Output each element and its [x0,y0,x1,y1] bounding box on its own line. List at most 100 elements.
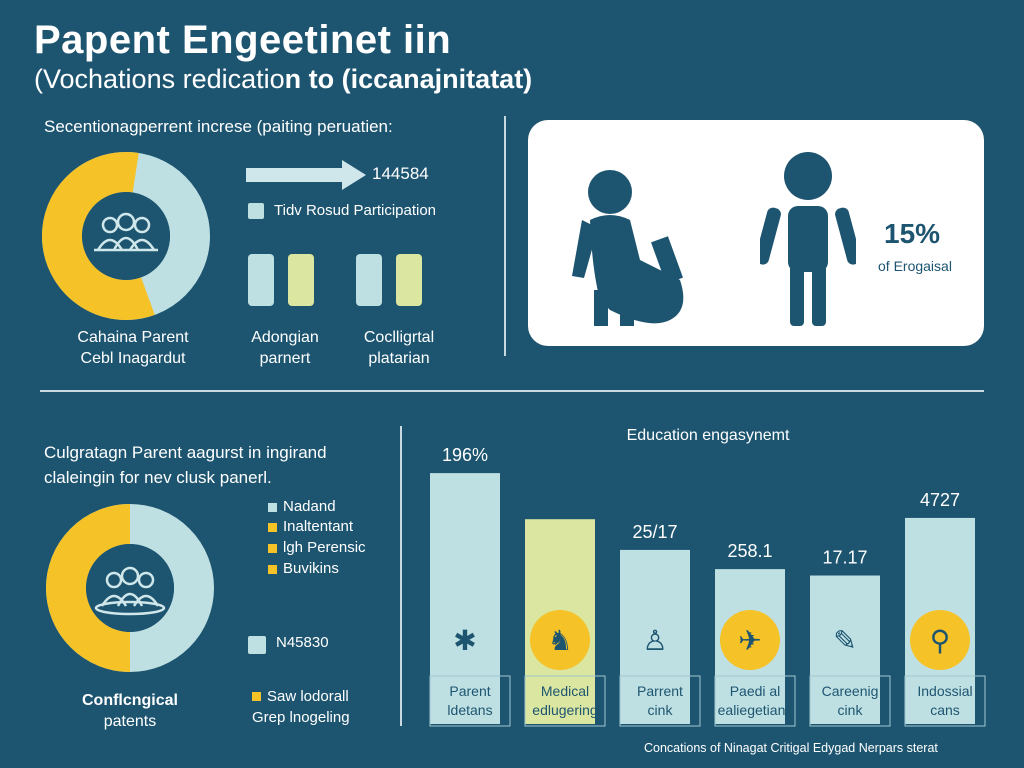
walking-person-icon: ♙ [642,624,667,657]
group-people-icon [94,566,166,616]
group1-box-blue [248,254,274,306]
legend2-label-3: lgh Perensic [283,539,366,556]
bar-value-label-3: 25/17 [632,522,677,542]
standing-person-icon [760,152,856,326]
subtitle-part-b: n to (iccanajnitatat) [284,64,533,94]
section2-donut [46,504,214,672]
section2-heading: Culgratagn Parent aagurst in ingirand cl… [44,440,327,490]
category-label-4-line-2: ealiegetians [718,702,793,718]
seated-person-icon [572,170,684,326]
note-line1: Saw lodorall [252,686,350,707]
group-people-icon [94,212,158,252]
donut2-caption-line1: Conflcngical [81,692,178,709]
legend2-swatch-3 [268,543,277,553]
category-label-6-line-2: cans [930,702,960,718]
box-value-swatch [248,636,266,654]
group1-box-green [288,254,314,306]
legend2-swatch-4 [268,564,277,574]
stat-percent: 15% [884,218,941,249]
category-label-3-line-1: Parrent [637,683,683,699]
category-label-6-line-1: Indossial [917,683,972,699]
legend2-item-2: Inaltentant [268,518,353,535]
group2-box-green [396,254,422,306]
arrow-right-icon [246,160,366,190]
donut2-caption: Conflcngical patents [44,690,216,732]
donut1-caption-line1: Cahaina Parent [77,329,189,346]
category-label-3-line-2: cink [648,702,674,718]
animal-icon: ♞ [547,624,572,657]
donut2-caption-line2: patents [103,713,157,730]
bar-icon-circle-6 [910,610,970,670]
bar-icon-circle-3 [625,610,685,670]
group2-caption: Coclligrtal platarian [344,327,454,369]
category-label-box-4 [714,675,796,727]
vertical-divider-bottom [400,426,402,726]
section2-heading-line1: Culgratagn Parent aagurst in ingirand [44,443,327,462]
note-line1-text: Saw lodorall [267,688,349,705]
box-value: N45830 [276,634,329,651]
donut2-yellow-arc [46,504,131,672]
stat-label: of Erogaisal [878,258,952,274]
group1-caption-line2: parnert [259,350,311,367]
legend2-item-3: lgh Perensic [268,539,366,556]
legend2-swatch-1 [268,502,277,512]
bar-icon-circle-2 [530,610,590,670]
note-line2: Grep lnogeling [252,709,350,726]
category-label-box-3 [619,675,701,727]
group1-caption: Adongian parnert [230,327,340,369]
bar-icon-circle-4 [720,610,780,670]
bar-value-label-1: 196% [442,445,488,465]
legend2-label-2: Inaltentant [283,518,354,535]
arrow-value: 144584 [372,164,429,183]
snowflake-icon: ✱ [453,624,476,657]
page-title: Papent Engeetinet iin [34,18,452,62]
tool-icon: ✈ [738,624,761,657]
section2-heading-line2: claleingin for nev clusk panerl. [44,468,272,487]
donut1-caption: Cahaina Parent Cebl Inagardut [48,327,218,369]
group2-box-blue [356,254,382,306]
legend1-label: Tidv Rosud Participation [274,202,437,219]
donut1-caption-line2: Cebl Inagardut [80,350,186,367]
bar-value-label-6: 4727 [920,490,960,510]
cyclist-icon: ⚲ [930,624,951,657]
legend2-item-1: Nadand [268,498,336,515]
category-label-box-1 [429,675,511,727]
education-bar-chart: Education engasynemt 196% ✱ Parent ldetans ♞… [429,427,986,727]
horizontal-divider [40,390,984,392]
section1-donut [42,152,210,320]
category-label-box-5 [809,675,891,727]
page-subtitle: (Vochations redication to (iccanajnitata… [34,64,532,95]
section1-heading: Secentionagperrent increse (paiting peru… [44,117,393,136]
category-label-2-line-2: edlugering [532,702,597,718]
category-label-box-6 [904,675,986,727]
donut1-yellow-arc [42,152,155,320]
category-label-1-line-2: ldetans [447,702,492,718]
subtitle-part-a: (Vochations redicatio [34,64,285,94]
category-label-5-line-1: Careenig [822,683,879,699]
category-label-4-line-1: Paedi al [730,683,781,699]
vertical-divider-top [504,116,506,356]
legend1-swatch [248,203,264,219]
bar-value-label-5: 17.17 [822,548,867,568]
bar-1 [430,473,500,724]
category-label-box-2 [524,675,606,727]
donut2-hole [86,544,174,632]
donut1-hole [82,192,170,280]
legend2-label-4: Buvikins [283,560,339,577]
bar-icon-circle-1 [435,610,495,670]
chart-title: Education engasynemt [627,427,790,444]
legend2-item-4: Buvikins [268,560,339,577]
group1-caption-line1: Adongian [251,329,319,346]
note-swatch [252,692,261,701]
hand-tool-icon: ✎ [833,624,856,657]
category-label-2-line-1: Medical [541,683,589,699]
legend2-swatch-2 [268,522,277,532]
bar-value-label-4: 258.1 [727,541,772,561]
group2-caption-line2: platarian [368,350,430,367]
category-label-5-line-2: cink [838,702,864,718]
footer-text: Concations of Ninagat Critigal Edygad Ne… [644,741,938,755]
note: Saw lodorall Grep lnogeling [252,686,350,728]
group2-caption-line1: Coclligrtal [363,329,435,346]
legend2-label-1: Nadand [283,498,336,515]
category-label-1-line-1: Parent [449,683,490,699]
